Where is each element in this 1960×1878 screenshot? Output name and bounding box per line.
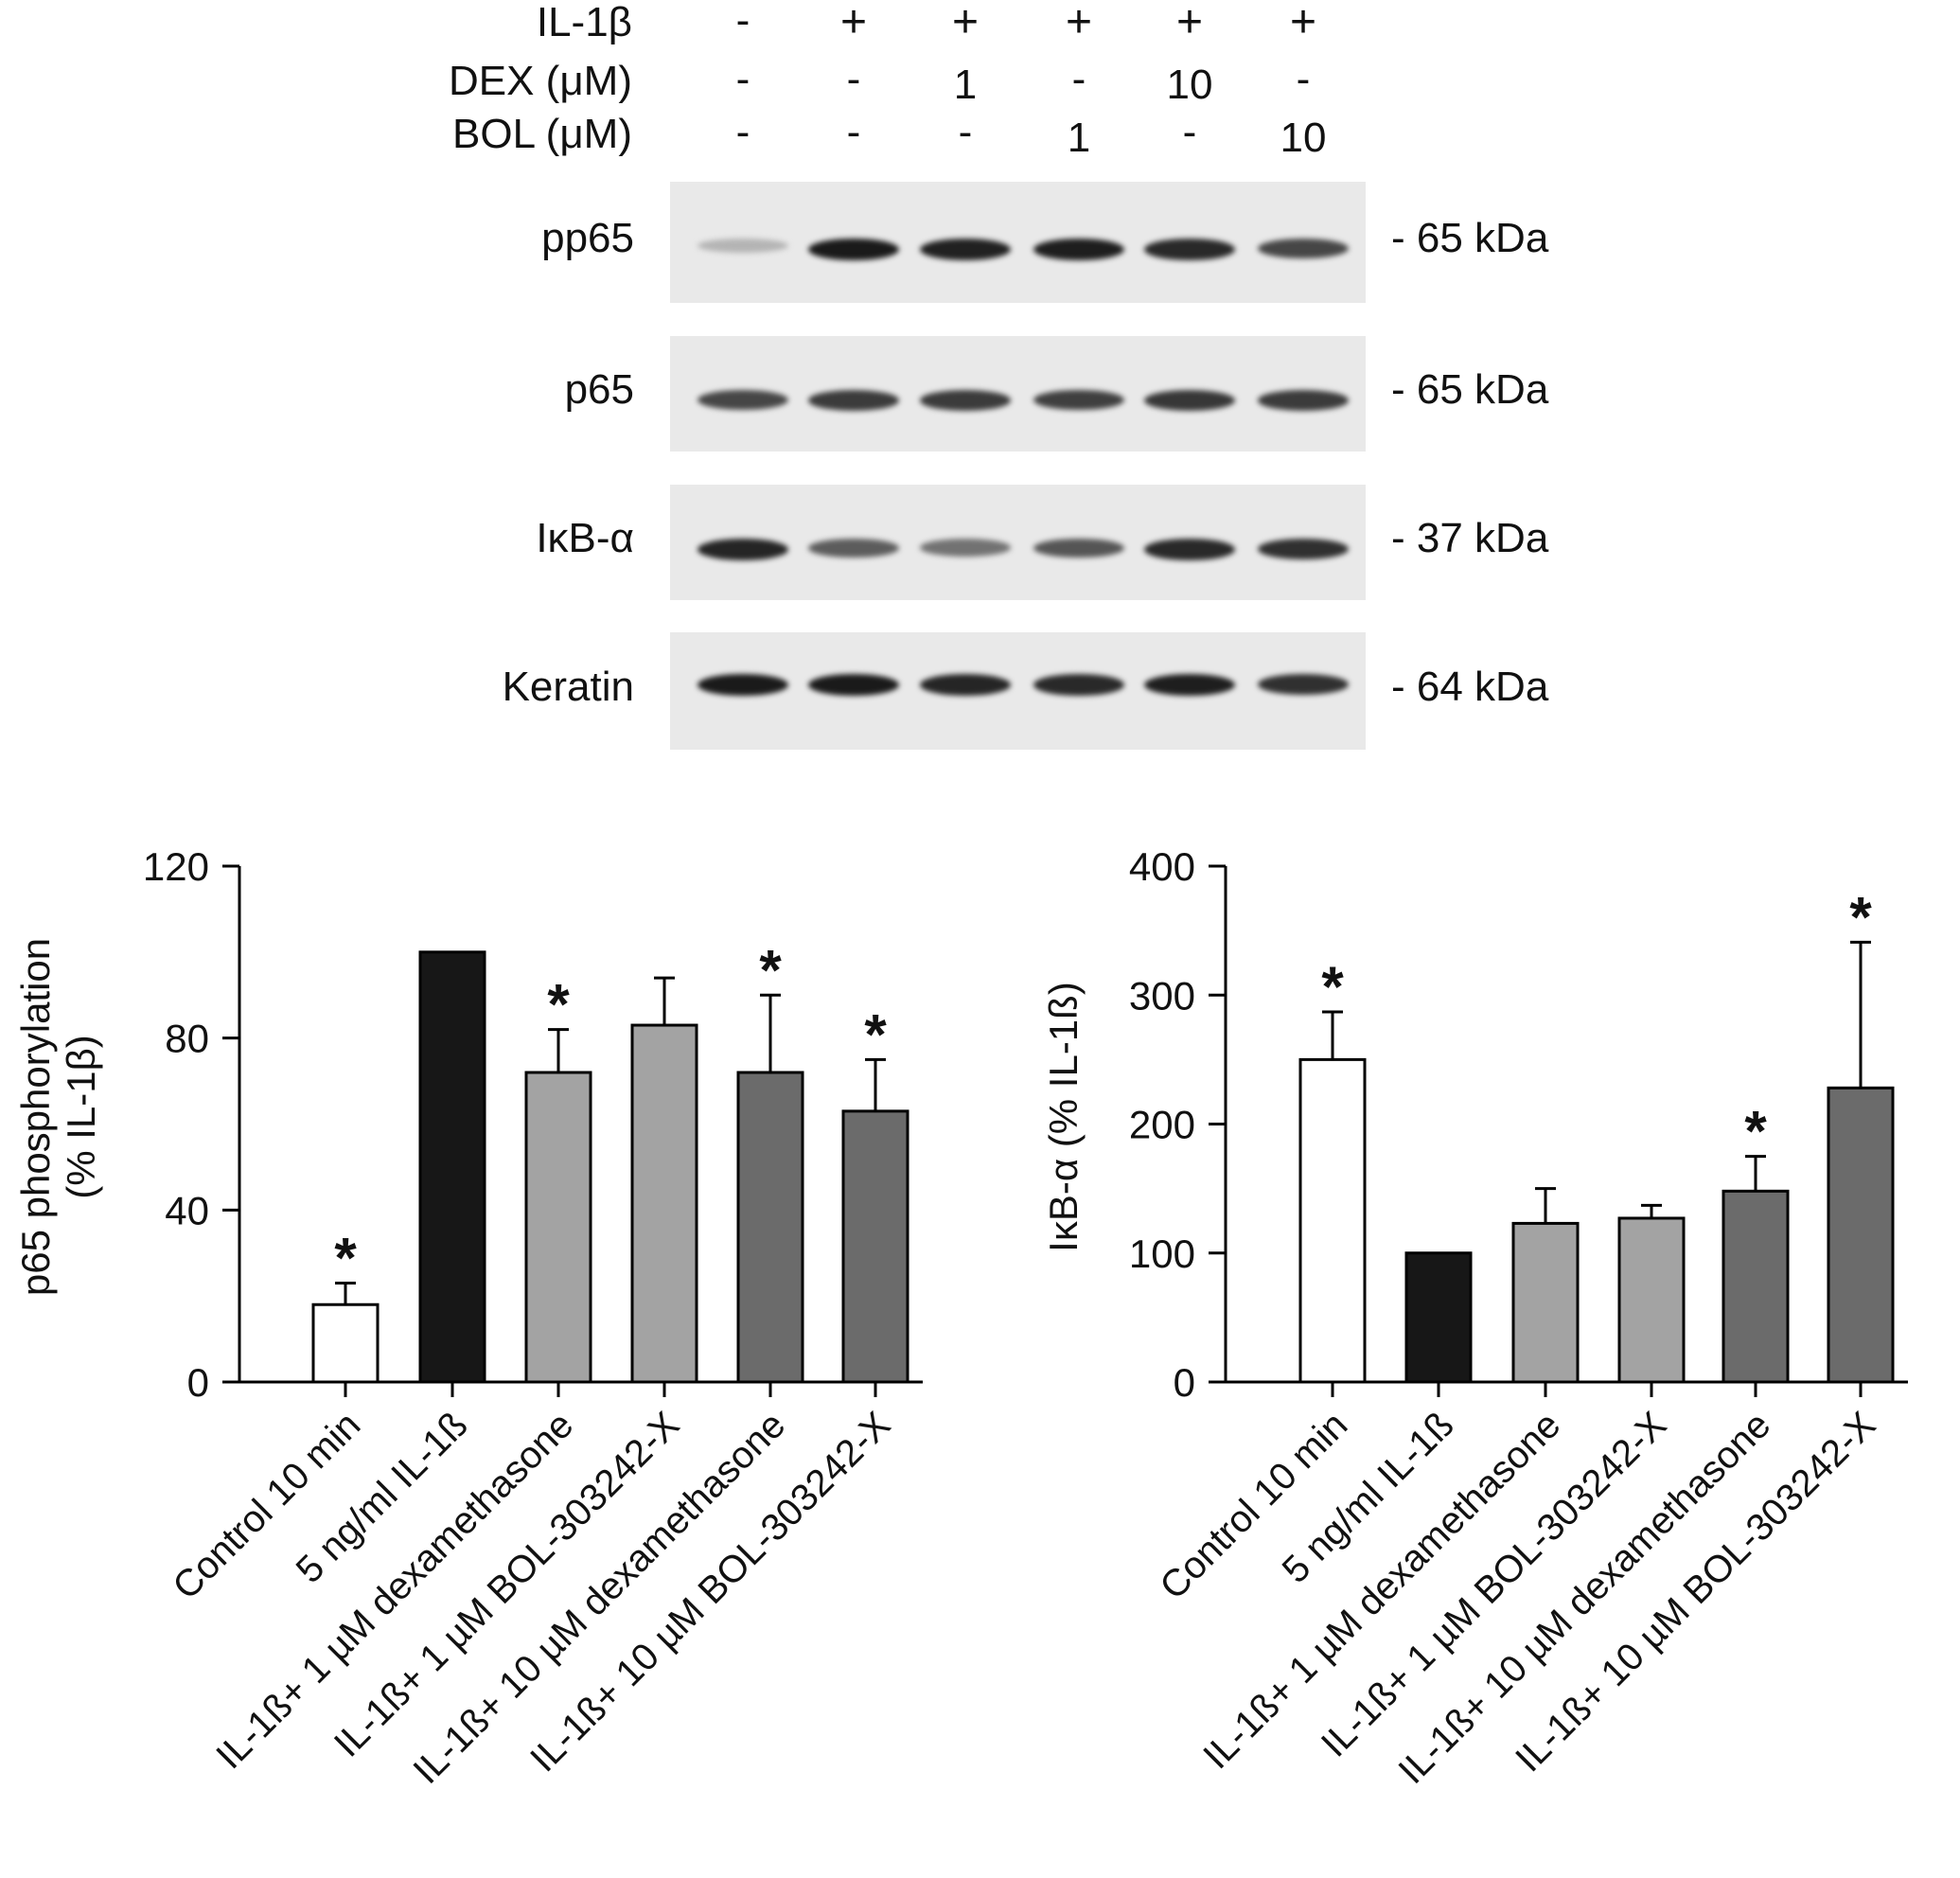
treatment-label: BOL (μM) (452, 111, 632, 157)
blot-band (808, 239, 899, 261)
treatment-mark: 10 (1166, 62, 1213, 108)
y-tick-label: 120 (143, 844, 209, 889)
treatment-mark: - (1071, 56, 1086, 102)
blot-band (920, 239, 1011, 261)
x-category-label: IL-1ß+ 10 µM dexamethasone (1391, 1404, 1779, 1792)
treatment-mark: - (1182, 109, 1197, 155)
y-tick-label: 100 (1129, 1231, 1195, 1276)
blot-band (808, 539, 899, 558)
blot-band (1144, 674, 1235, 697)
blot-band (808, 390, 899, 411)
treatment-mark: - (846, 109, 861, 155)
blot-band (1258, 674, 1349, 696)
treatment-mark: - (735, 0, 750, 44)
significance-marker: * (334, 1227, 357, 1290)
treatment-mark: - (958, 109, 973, 155)
y-tick-label: 0 (1174, 1360, 1195, 1405)
blot-row-label: IκB-α (536, 515, 634, 561)
bar (630, 1023, 698, 1384)
blot-row-label: Keratin (502, 664, 634, 710)
blot-band (697, 239, 788, 253)
blot-band (1033, 239, 1124, 261)
blot-band (1144, 539, 1235, 560)
treatment-mark: - (846, 56, 861, 102)
molecular-weight-label: - 64 kDa (1391, 664, 1549, 710)
bar (418, 950, 486, 1384)
blot-band (920, 674, 1011, 696)
y-tick-label: 200 (1129, 1103, 1195, 1147)
treatment-mark: - (735, 56, 750, 102)
blot-panel (670, 485, 1366, 600)
treatment-mark: + (1065, 0, 1093, 47)
blot-band (697, 539, 788, 560)
blot-panel (670, 336, 1366, 452)
treatment-label: DEX (μM) (448, 58, 632, 104)
significance-marker: * (1321, 955, 1344, 1019)
blot-band (1144, 239, 1235, 260)
blot-band (1258, 539, 1349, 560)
y-axis-label: (% IL-1β) (59, 1035, 103, 1199)
significance-marker: * (759, 938, 782, 1001)
treatment-label: IL-1β (536, 0, 632, 45)
treatment-mark: - (735, 109, 750, 155)
blot-band (920, 390, 1011, 411)
x-category-label: Control 10 min (1152, 1404, 1355, 1607)
y-tick-label: 40 (165, 1188, 209, 1232)
significance-marker: * (547, 973, 570, 1036)
bar (1722, 1189, 1790, 1384)
y-tick-label: 400 (1129, 844, 1195, 889)
blot-band (1033, 390, 1124, 411)
molecular-weight-label: - 65 kDa (1391, 215, 1549, 261)
x-category-label: Control 10 min (165, 1404, 368, 1607)
treatment-mark: 1 (953, 62, 978, 108)
bar (1298, 1057, 1367, 1384)
significance-marker: * (1849, 885, 1872, 948)
bar (1404, 1251, 1473, 1384)
blot-panel (670, 182, 1366, 303)
blot-band (1258, 390, 1349, 411)
y-axis-label: IκB-α (% IL-1ß) (1041, 982, 1086, 1252)
blot-row-label: pp65 (541, 215, 634, 261)
bar (1511, 1221, 1580, 1384)
blot-band (1033, 674, 1124, 696)
blot-panel (670, 632, 1366, 750)
bar (736, 1071, 804, 1384)
y-tick-label: 0 (187, 1360, 209, 1405)
significance-marker: * (1744, 1100, 1767, 1163)
bar (1617, 1216, 1686, 1384)
bar (311, 1302, 380, 1384)
blot-band (697, 390, 788, 410)
treatment-mark: + (839, 0, 868, 47)
blot-band (808, 674, 899, 697)
treatment-mark: 1 (1067, 115, 1091, 161)
bar (841, 1109, 909, 1384)
treatment-mark: - (1296, 56, 1311, 102)
bar (1827, 1086, 1895, 1384)
significance-marker: * (864, 1002, 887, 1066)
blot-band (697, 674, 788, 697)
blot-band (1258, 239, 1349, 258)
treatment-mark: + (951, 0, 980, 47)
y-axis-label: p65 phosphorylation (13, 938, 58, 1296)
molecular-weight-label: - 37 kDa (1391, 515, 1549, 561)
blot-band (920, 539, 1011, 557)
treatment-mark: 10 (1280, 115, 1327, 161)
y-tick-label: 300 (1129, 973, 1195, 1018)
bar (524, 1071, 592, 1384)
treatment-mark: + (1175, 0, 1204, 47)
molecular-weight-label: - 65 kDa (1391, 366, 1549, 413)
blot-row-label: p65 (564, 366, 634, 413)
treatment-mark: + (1289, 0, 1317, 47)
y-tick-label: 80 (165, 1017, 209, 1061)
blot-band (1144, 390, 1235, 411)
blot-band (1033, 539, 1124, 558)
